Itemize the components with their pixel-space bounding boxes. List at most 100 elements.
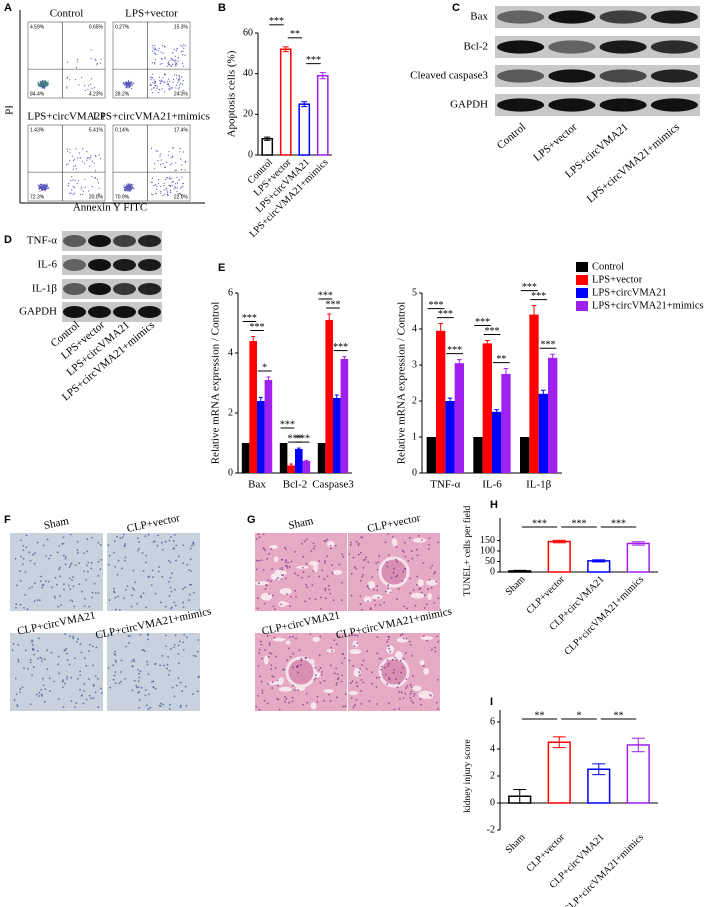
flow-event [157,160,159,162]
blot-band [650,10,698,24]
nucleus [107,563,110,566]
flow-event [73,160,75,162]
tubule-lumen [285,640,291,645]
error-bar [485,340,490,347]
flow-event [128,183,130,185]
flow-event [164,166,166,168]
nucleus [286,659,289,662]
flow-event [157,150,159,152]
nucleus [192,654,195,657]
flow-event [123,184,125,186]
nucleus [324,560,326,562]
flow-event [177,60,179,62]
nucleus [169,704,171,706]
flow-event [84,84,86,87]
nucleus [384,673,387,676]
flow-event [164,81,166,83]
tubule-lumen [417,579,424,587]
nucleus [119,680,122,683]
flow-event [159,63,161,65]
nucleus [289,636,291,638]
nucleus [65,647,68,650]
tubule-lumen [352,640,359,648]
nucleus [86,564,88,567]
flow-event [171,181,173,183]
flow-event [151,193,153,195]
flow-event [160,51,162,53]
flow-event [39,183,41,185]
nucleus [31,641,33,643]
nucleus [144,561,147,564]
bar [295,449,303,473]
flow-event [87,88,89,90]
blot-protein-label: TNF-α [27,235,57,247]
flow-event [154,82,156,84]
nucleus [304,657,307,660]
nucleus [114,566,117,568]
tubule-lumen [396,637,409,643]
nucleus [11,649,14,652]
nucleus [422,665,425,667]
flow-event [42,87,45,89]
nucleus [50,651,53,654]
nucleus [360,690,362,692]
flow-event [94,177,96,179]
nucleus [94,675,97,677]
bar [325,320,333,473]
flow-event [72,186,74,188]
flow-event [41,81,43,83]
nucleus [137,680,140,682]
nucleus [173,646,175,649]
nucleus [85,664,88,667]
tubule-lumen [308,561,319,567]
flow-event [124,189,126,192]
flow-event [178,78,180,81]
flow-event [74,165,76,167]
nucleus [436,635,439,638]
nucleus [380,665,383,668]
nucleus [286,567,289,569]
nucleus [262,533,265,536]
flow-plot-frame [112,21,191,99]
flow-event [39,85,42,87]
nucleus [45,555,47,557]
nucleus [395,546,398,548]
nucleus [380,658,383,660]
nucleus [36,541,39,544]
tubule-lumen [326,541,335,548]
panel-letter: F [4,514,11,526]
panel-letter: H [490,499,498,511]
flow-event [152,82,154,84]
nucleus [423,635,425,637]
y-tick-label: 150 [480,535,495,546]
nucleus [410,690,413,693]
nucleus [64,557,67,560]
nucleus [268,642,271,645]
flow-event [154,58,156,61]
nucleus [402,570,405,573]
nucleus [58,672,61,675]
flow-event [98,154,100,156]
flow-quadrant-value: 28.2% [115,91,130,97]
nucleus [261,657,263,660]
nucleus [280,578,283,580]
flow-event [151,88,153,90]
nucleus [336,673,339,676]
flow-event [91,176,93,178]
blot-band [497,98,545,112]
nucleus [48,580,50,583]
nucleus [369,608,372,611]
nucleus [397,588,400,590]
nucleus [167,656,170,658]
nucleus [179,704,182,707]
nucleus [138,547,140,550]
nucleus [143,650,146,652]
flow-event [173,188,175,190]
flow-event [127,86,129,88]
nucleus [341,581,343,584]
nucleus [277,577,279,579]
blot-protein-label: GAPDH [19,306,57,318]
flow-event [69,148,71,150]
nucleus [413,695,415,697]
nucleus [165,645,167,647]
